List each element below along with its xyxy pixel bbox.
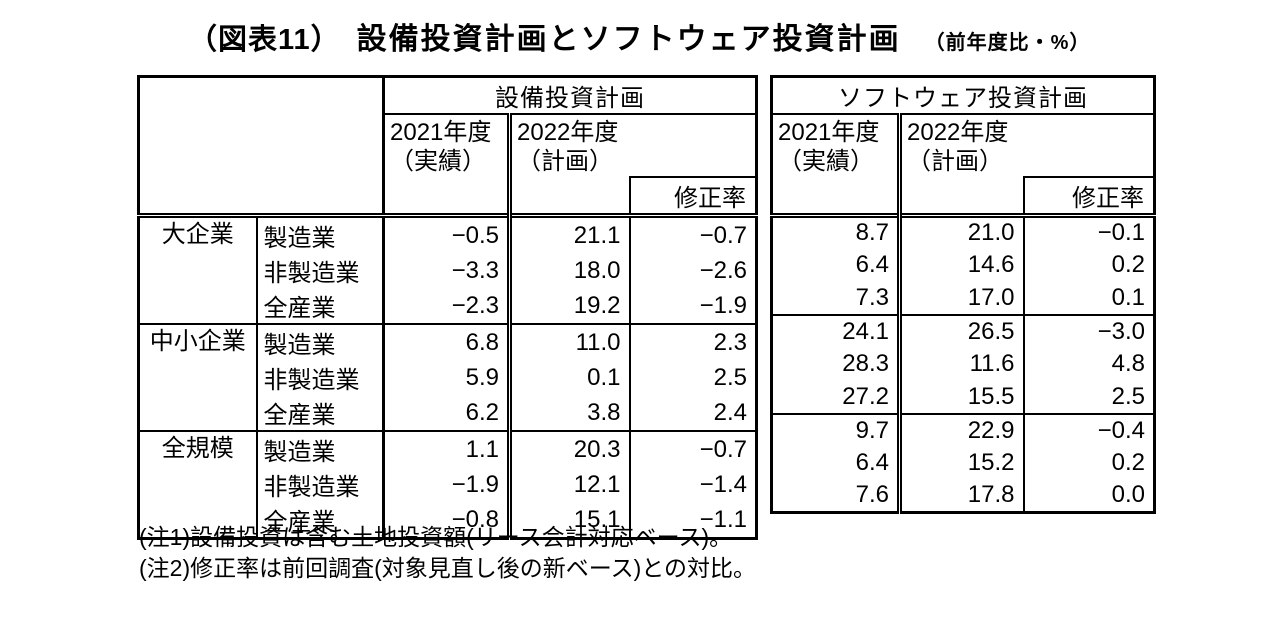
value-cell: −0.5 <box>383 213 512 253</box>
fy2022-qualifier-text: （計画） <box>907 148 1003 175</box>
value-cell: 0.2 <box>1111 251 1145 278</box>
value-cell: 6.4 <box>771 446 902 480</box>
value-cell: 0.2 <box>1111 449 1145 476</box>
unit-note: （前年度比・%） <box>924 32 1091 54</box>
value-cell: 9.7 <box>771 412 902 447</box>
industry-label-cell: 製造業 <box>256 213 385 253</box>
capex-table: 設備投資計画 2021年度 （実績） 2022年度 （計画） 修正率 大企業 製… <box>137 75 758 540</box>
value-cell: 24.1 <box>771 313 902 348</box>
fy2022-header: 2022年度 （計画） <box>900 114 1155 177</box>
value-cell: 11.0 <box>509 323 631 360</box>
footnotes: (注1)設備投資は含む土地投資額(リース会計対応ベース)。 (注2)修正率は前回… <box>139 522 756 584</box>
value-cell: −1.1 <box>699 505 747 533</box>
fy2021-header: 2021年度 （実績） <box>383 114 512 216</box>
value-cell: −0.1 <box>1023 213 1155 249</box>
value-cell: 7.3 <box>771 281 902 315</box>
corner-blank-cell <box>138 76 385 216</box>
industry-label-cell: 非製造業 <box>256 467 385 502</box>
value-cell: 6.8 <box>383 323 512 360</box>
fy2022-header: 2022年度 （計画） <box>510 114 757 177</box>
value-cell: 18.0 <box>509 253 631 288</box>
software-table: ソフトウェア投資計画 2021年度 （実績） 2022年度 （計画） 修正率 8… <box>770 75 1156 514</box>
value-cell: 2.3 <box>629 323 757 360</box>
value-cell: 17.0 <box>899 281 1025 315</box>
value-cell: 14.6 <box>899 248 1025 282</box>
group-label-cell: 中小企業 <box>138 323 258 431</box>
value-cell: 15.1 <box>509 502 631 539</box>
fy2022-header-filler <box>507 177 630 216</box>
value-cell: 7.6 <box>771 479 902 513</box>
fy2021-qualifier-text: （実績） <box>390 148 486 175</box>
figure-number-label: （図表11） <box>188 24 341 56</box>
capex-table-header: 設備投資計画 <box>383 76 757 115</box>
value-cell: 3.8 <box>509 395 631 431</box>
figure-title: 設備投資計画とソフトウェア投資計画 <box>356 23 901 56</box>
industry-label-cell: 非製造業 <box>256 253 385 288</box>
value-cell: 2.5 <box>713 363 747 391</box>
value-cell: −1.4 <box>699 470 747 498</box>
industry-label-cell: 全産業 <box>256 395 385 431</box>
fy2021-year-text: 2021年度 <box>390 119 492 146</box>
industry-label-cell: 製造業 <box>256 430 385 467</box>
value-cell: 27.2 <box>771 380 902 414</box>
value-cell: 26.5 <box>899 313 1025 348</box>
industry-label-cell: 全産業 <box>256 502 385 539</box>
value-cell: 1.1 <box>383 430 512 467</box>
industry-label-cell: 製造業 <box>256 323 385 360</box>
value-cell: −0.4 <box>1023 412 1155 447</box>
value-cell: −2.6 <box>699 256 747 284</box>
value-cell: 22.9 <box>899 412 1025 447</box>
value-cell: 20.3 <box>509 430 631 467</box>
value-cell: 17.8 <box>899 479 1025 513</box>
value-cell: 2.4 <box>713 398 747 426</box>
value-cell: 0.1 <box>1111 283 1145 311</box>
value-cell: −0.7 <box>629 213 757 253</box>
revision-rate-header: 修正率 <box>628 176 757 216</box>
value-cell: −2.3 <box>383 288 512 324</box>
software-table-header: ソフトウェア投資計画 <box>771 76 1155 115</box>
group-label-cell: 全規模 <box>138 430 258 539</box>
fy2022-header-filler <box>897 177 1024 216</box>
value-cell: 0.1 <box>509 360 631 395</box>
footnote-2: (注2)修正率は前回調査(対象見直し後の新ベース)との対比。 <box>139 555 757 581</box>
value-cell: 21.1 <box>509 213 631 253</box>
industry-label-cell: 全産業 <box>256 288 385 324</box>
value-cell: 4.8 <box>1111 350 1145 377</box>
fy2022-year-text: 2022年度 <box>517 119 619 146</box>
value-cell: 0.0 <box>1111 481 1145 509</box>
value-cell: −3.3 <box>383 253 512 288</box>
value-cell: −1.9 <box>383 467 512 502</box>
value-cell: 8.7 <box>771 213 902 249</box>
page-title: （図表11） 設備投資計画とソフトウェア投資計画 （前年度比・%） <box>188 14 1090 58</box>
fy2021-header: 2021年度 （実績） <box>771 114 902 216</box>
value-cell: 15.5 <box>899 380 1025 414</box>
value-cell: 28.3 <box>771 347 902 381</box>
fy2021-qualifier-text: （実績） <box>778 148 874 175</box>
value-cell: −0.8 <box>383 502 512 539</box>
value-cell: 19.2 <box>509 288 631 324</box>
fy2021-year-text: 2021年度 <box>778 119 880 146</box>
revision-rate-header: 修正率 <box>1022 176 1155 216</box>
value-cell: −3.0 <box>1023 313 1155 348</box>
value-cell: 15.2 <box>899 446 1025 480</box>
fy2022-year-text: 2022年度 <box>907 119 1009 146</box>
value-cell: 11.6 <box>899 347 1025 381</box>
group-label-cell: 大企業 <box>138 213 258 324</box>
value-cell: 2.5 <box>1111 382 1145 410</box>
value-cell: 21.0 <box>899 213 1025 249</box>
value-cell: 12.1 <box>509 467 631 502</box>
fy2022-qualifier-text: （計画） <box>517 148 613 175</box>
value-cell: −0.7 <box>629 430 757 467</box>
value-cell: 5.9 <box>383 360 512 395</box>
value-cell: 6.4 <box>771 248 902 282</box>
value-cell: 6.2 <box>383 395 512 431</box>
industry-label-cell: 非製造業 <box>256 360 385 395</box>
value-cell: −1.9 <box>699 291 747 319</box>
footnote-1: (注1)設備投資は含む土地投資額(リース会計対応ベース)。 <box>139 524 733 550</box>
